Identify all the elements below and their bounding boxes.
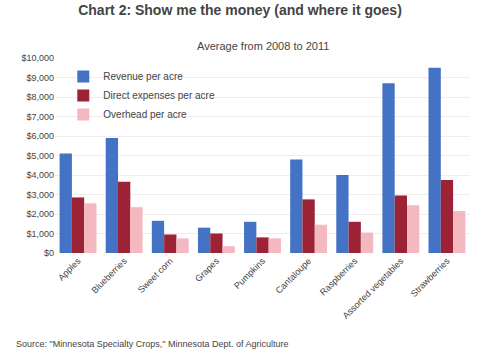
svg-text:Blueberries: Blueberries (89, 256, 129, 296)
svg-text:Grapes: Grapes (193, 256, 221, 284)
svg-text:$5,000: $5,000 (26, 151, 54, 161)
svg-text:Revenue per acre: Revenue per acre (103, 71, 183, 82)
svg-text:$10,000: $10,000 (21, 53, 54, 63)
svg-text:Overhead per acre: Overhead per acre (103, 109, 187, 120)
svg-text:$6,000: $6,000 (26, 131, 54, 141)
svg-text:$1,000: $1,000 (26, 229, 54, 239)
svg-text:$3,000: $3,000 (26, 190, 54, 200)
svg-text:$4,000: $4,000 (26, 170, 54, 180)
svg-text:Assorted vegetables: Assorted vegetables (341, 256, 406, 321)
svg-text:Raspberries: Raspberries (318, 256, 360, 298)
svg-text:$8,000: $8,000 (26, 92, 54, 102)
svg-text:Sweet corn: Sweet corn (136, 256, 175, 295)
svg-text:Cantaloupe: Cantaloupe (274, 256, 314, 296)
svg-text:Chart 2: Show me the money (an: Chart 2: Show me the money (and where it… (78, 2, 402, 18)
svg-text:Direct expenses per acre: Direct expenses per acre (103, 90, 215, 101)
svg-text:$2,000: $2,000 (26, 209, 54, 219)
svg-text:Strawberries: Strawberries (409, 256, 452, 299)
svg-text:$0: $0 (44, 248, 54, 258)
svg-text:Apples: Apples (56, 256, 83, 283)
svg-text:Average from 2008 to 2011: Average from 2008 to 2011 (197, 40, 329, 52)
svg-text:$9,000: $9,000 (26, 73, 54, 83)
svg-text:$7,000: $7,000 (26, 112, 54, 122)
svg-text:Pumpkins: Pumpkins (232, 256, 267, 291)
svg-text:Source: "Minnesota Specialty C: Source: "Minnesota Specialty Crops," Min… (16, 339, 289, 349)
